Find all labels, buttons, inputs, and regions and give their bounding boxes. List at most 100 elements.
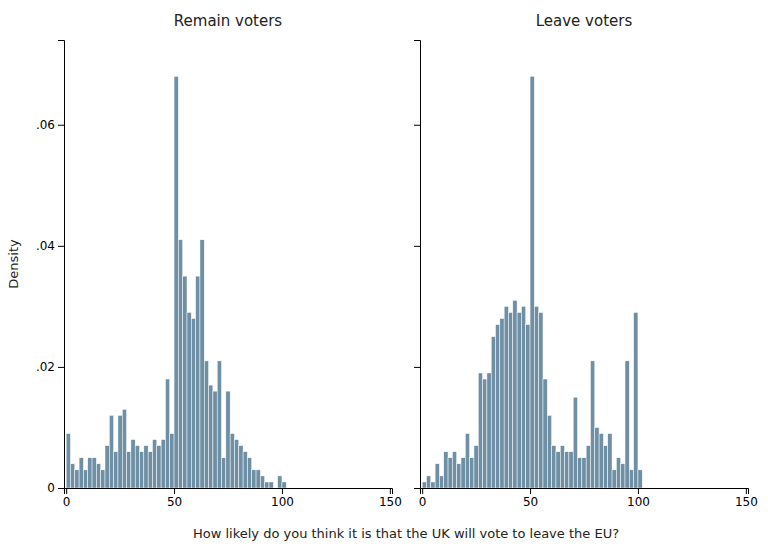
x-tick-label: 50: [167, 495, 182, 509]
bar: [603, 446, 607, 488]
bar: [487, 373, 491, 488]
bar: [161, 440, 165, 488]
x-tick-label: 0: [419, 495, 427, 509]
bar: [586, 446, 590, 488]
bar: [478, 373, 482, 488]
y-tick-mark: [414, 246, 420, 247]
bar: [204, 361, 208, 488]
bar: [105, 446, 109, 488]
y-tick-label: .04: [36, 239, 55, 253]
bar: [539, 312, 543, 488]
bar: [461, 458, 465, 488]
bar: [634, 312, 638, 488]
bar: [256, 470, 260, 488]
y-axis: [414, 41, 421, 489]
bar: [114, 452, 118, 488]
bar: [470, 458, 474, 488]
bar: [578, 458, 582, 488]
bar: [170, 434, 174, 488]
bar: [530, 76, 534, 488]
bar: [252, 470, 256, 488]
x-tick-mark: [174, 488, 175, 494]
bar: [621, 464, 625, 488]
bar: [439, 476, 443, 488]
bar: [616, 458, 620, 488]
bar: [608, 434, 612, 488]
bars: [66, 76, 286, 488]
bar: [500, 318, 504, 488]
y-tick-label: .02: [36, 360, 55, 374]
y-tick: [414, 125, 420, 126]
x-tick-label: 100: [627, 495, 650, 509]
bar: [70, 464, 74, 488]
y-tick: [414, 367, 420, 368]
bar: [148, 452, 152, 488]
bar: [75, 470, 79, 488]
x-axis-line: [65, 489, 393, 495]
bar: [543, 379, 547, 488]
bar: [222, 458, 226, 488]
bar: [209, 385, 213, 488]
bar: [83, 470, 87, 488]
bar: [152, 440, 156, 488]
bar: [573, 397, 577, 488]
x-tick-mark: [638, 488, 639, 494]
bar: [260, 476, 264, 488]
x-axis-title: How likely do you think it is that the U…: [193, 526, 619, 541]
x-tick: 100: [271, 488, 294, 509]
bar: [174, 76, 178, 488]
bar: [435, 464, 439, 488]
bars: [422, 76, 642, 488]
y-tick: [414, 488, 420, 489]
bar: [144, 446, 148, 488]
bar: [638, 470, 642, 488]
bar: [191, 318, 195, 488]
bar: [448, 458, 452, 488]
y-tick-label: 0: [47, 481, 55, 495]
y-tick: .04: [36, 239, 64, 253]
x-tick: 100: [627, 488, 650, 509]
x-tick-mark: [530, 488, 531, 494]
y-tick-label: .06: [36, 118, 55, 132]
x-axis: 050100150: [63, 488, 402, 509]
y-tick-mark: [414, 367, 420, 368]
panel: 0501001500.02.04.06Remain votersDensity: [6, 12, 402, 509]
bar: [140, 452, 144, 488]
bar: [66, 434, 70, 488]
bar: [496, 325, 500, 488]
bar: [517, 312, 521, 488]
bar: [565, 452, 569, 488]
bar: [135, 446, 139, 488]
bar: [483, 379, 487, 488]
y-tick: .06: [36, 118, 64, 132]
bar: [131, 440, 135, 488]
bar: [265, 482, 269, 488]
bar: [612, 470, 616, 488]
x-tick-mark: [282, 488, 283, 494]
panel-title: Leave voters: [536, 12, 633, 30]
bar: [426, 476, 430, 488]
bar: [491, 337, 495, 488]
x-tick: 0: [63, 488, 71, 509]
bar: [457, 464, 461, 488]
bar: [247, 458, 251, 488]
bar: [213, 391, 217, 488]
y-tick-mark: [414, 125, 420, 126]
y-tick: [414, 246, 420, 247]
y-axis-line: [414, 41, 421, 489]
y-tick-mark: [58, 246, 64, 247]
x-tick: 50: [167, 488, 182, 509]
bar: [504, 306, 508, 488]
x-tick-label: 50: [523, 495, 538, 509]
bar: [109, 415, 113, 488]
bar: [474, 446, 478, 488]
bar: [560, 446, 564, 488]
bar: [96, 464, 100, 488]
bar: [422, 482, 426, 488]
bar: [547, 415, 551, 488]
chart-svg: 0501001500.02.04.06Remain votersDensity0…: [0, 0, 768, 560]
bar: [278, 476, 282, 488]
y-tick-mark: [414, 488, 420, 489]
bar: [269, 482, 273, 488]
bar: [629, 470, 633, 488]
